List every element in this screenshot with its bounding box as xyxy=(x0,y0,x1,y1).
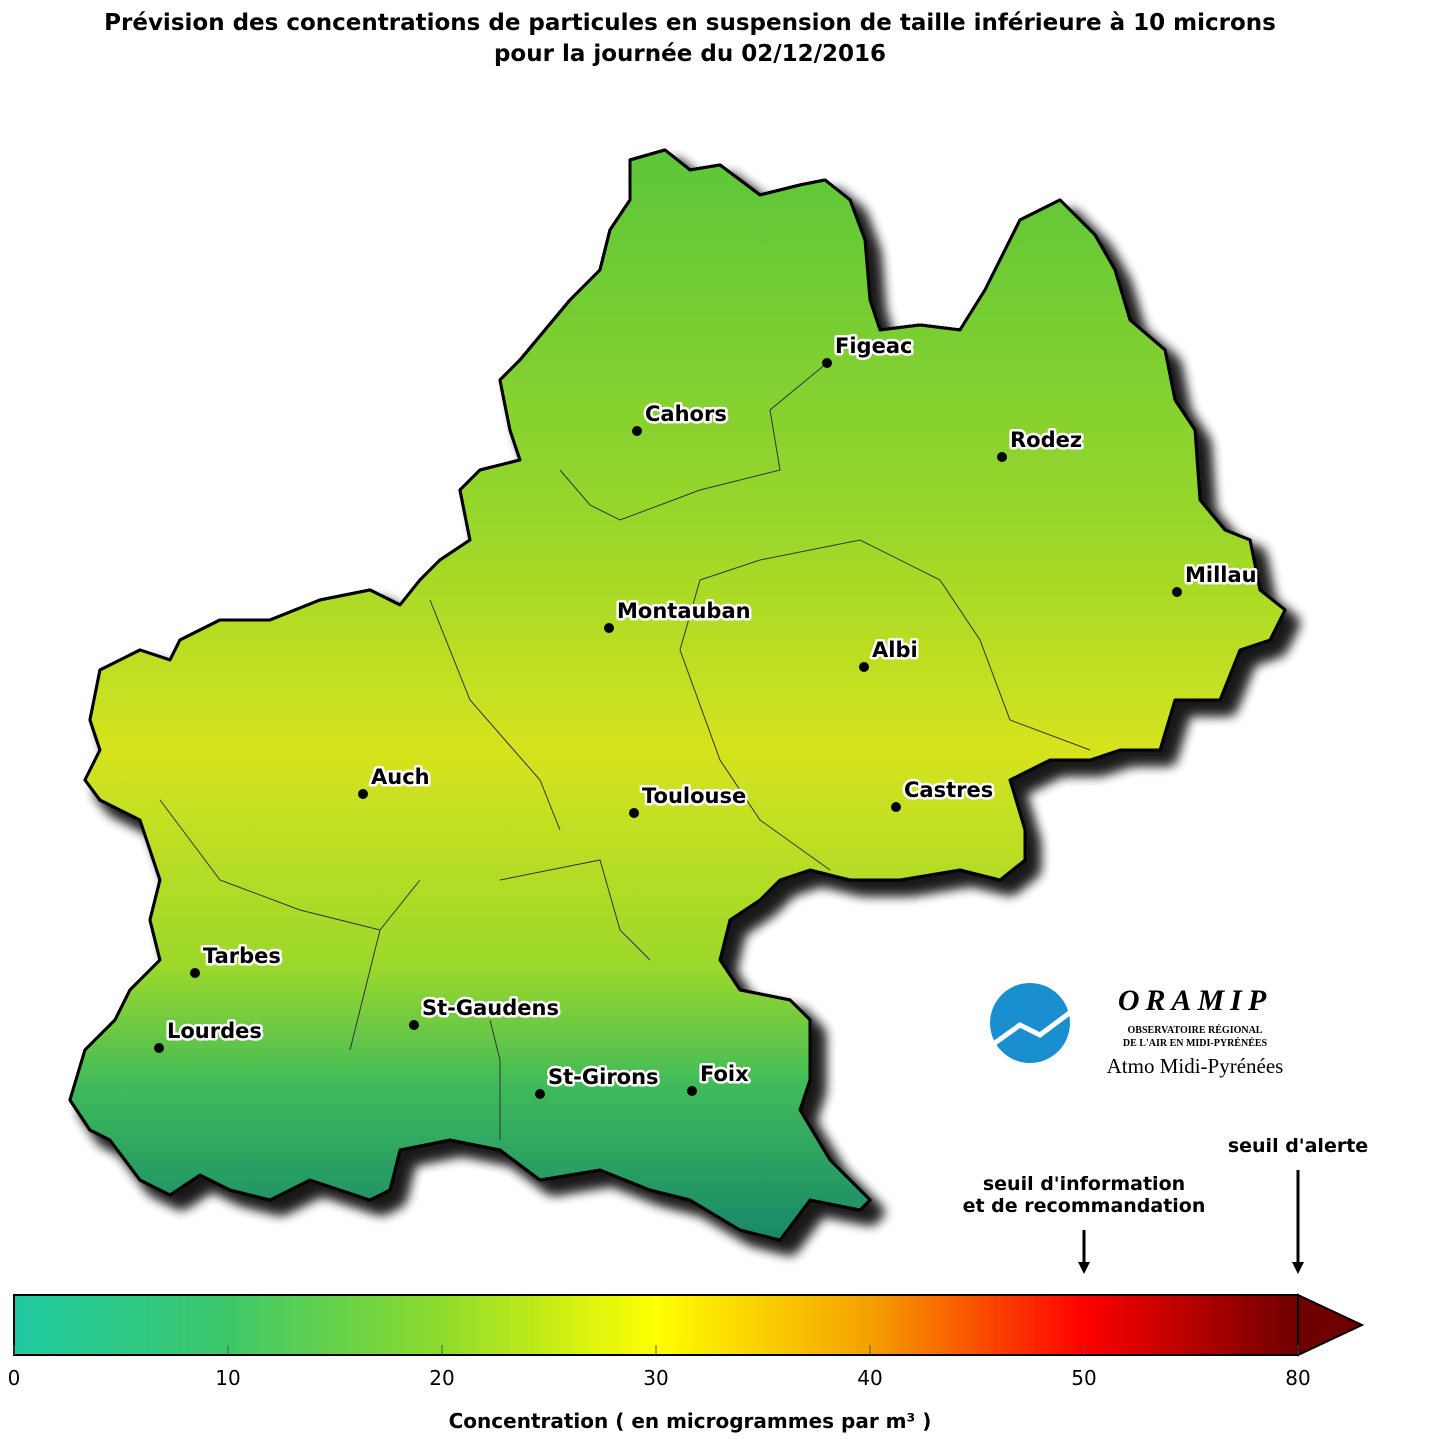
tick-label: 20 xyxy=(429,1366,454,1390)
threshold-arrowhead xyxy=(1078,1262,1090,1274)
logo-name: ORAMIP xyxy=(1118,984,1272,1017)
city-label: Auch xyxy=(371,765,430,789)
tick-label: 0 xyxy=(8,1366,21,1390)
city-label: Montauban xyxy=(617,599,751,623)
logo-subtitle: Atmo Midi-Pyrénées xyxy=(1107,1054,1284,1078)
city-dot xyxy=(632,426,642,436)
title: pour la journée du 02/12/2016 xyxy=(494,41,886,67)
city-dot xyxy=(629,808,639,818)
city-label: St-Girons xyxy=(548,1065,659,1089)
tick-label: 30 xyxy=(643,1366,668,1390)
city-label: Cahors xyxy=(645,402,727,426)
city-dot xyxy=(1172,587,1182,597)
city-dot xyxy=(822,358,832,368)
tick-label: 10 xyxy=(215,1366,240,1390)
city-dot xyxy=(190,968,200,978)
city-dot xyxy=(687,1086,697,1096)
city-label: Foix xyxy=(700,1062,749,1086)
city-label: Lourdes xyxy=(167,1019,262,1043)
city-label: Toulouse xyxy=(642,784,746,808)
city-label: St-Gaudens xyxy=(422,996,559,1020)
city-dot xyxy=(409,1020,419,1030)
logo-text: DE L'AIR EN MIDI-PYRÉNÉES xyxy=(1123,1037,1268,1049)
city-dot xyxy=(859,662,869,672)
colorbar-label: Concentration ( en microgrammes par m³ ) xyxy=(449,1409,932,1433)
tick-label: 40 xyxy=(857,1366,882,1390)
cities: Figeac Cahors Rodez Millau Montauban Albi Auch… xyxy=(154,332,1259,1099)
city-label: Albi xyxy=(872,638,918,662)
region xyxy=(68,148,1287,1242)
logo: ORAMIP OBSERVATOIRE RÉGIONAL DE L'AIR EN… xyxy=(983,983,1284,1078)
city-label: Millau xyxy=(1185,563,1257,587)
city-dot xyxy=(604,623,614,633)
city-dot xyxy=(891,802,901,812)
city-dot xyxy=(154,1043,164,1053)
threshold-label: seuil d'information xyxy=(983,1173,1185,1195)
threshold-label: et de recommandation xyxy=(963,1195,1206,1217)
logo-icon xyxy=(990,983,1070,1063)
city-label: Figeac xyxy=(835,334,912,358)
city-dot xyxy=(535,1089,545,1099)
title: Prévision des concentrations de particul… xyxy=(104,10,1276,36)
threshold-arrowhead xyxy=(1292,1262,1304,1274)
tick-label: 50 xyxy=(1071,1366,1096,1390)
city-dot xyxy=(358,789,368,799)
city-dot xyxy=(997,452,1007,462)
city-label: Rodez xyxy=(1010,428,1082,452)
colorbar-extension xyxy=(1297,1293,1365,1357)
tick-label: 80 xyxy=(1285,1366,1310,1390)
city-label: Tarbes xyxy=(203,944,281,968)
threshold-label: seuil d'alerte xyxy=(1228,1135,1368,1157)
city-label: Castres xyxy=(904,778,993,802)
logo-text: OBSERVATOIRE RÉGIONAL xyxy=(1128,1024,1263,1036)
department-border xyxy=(159,362,1091,1140)
